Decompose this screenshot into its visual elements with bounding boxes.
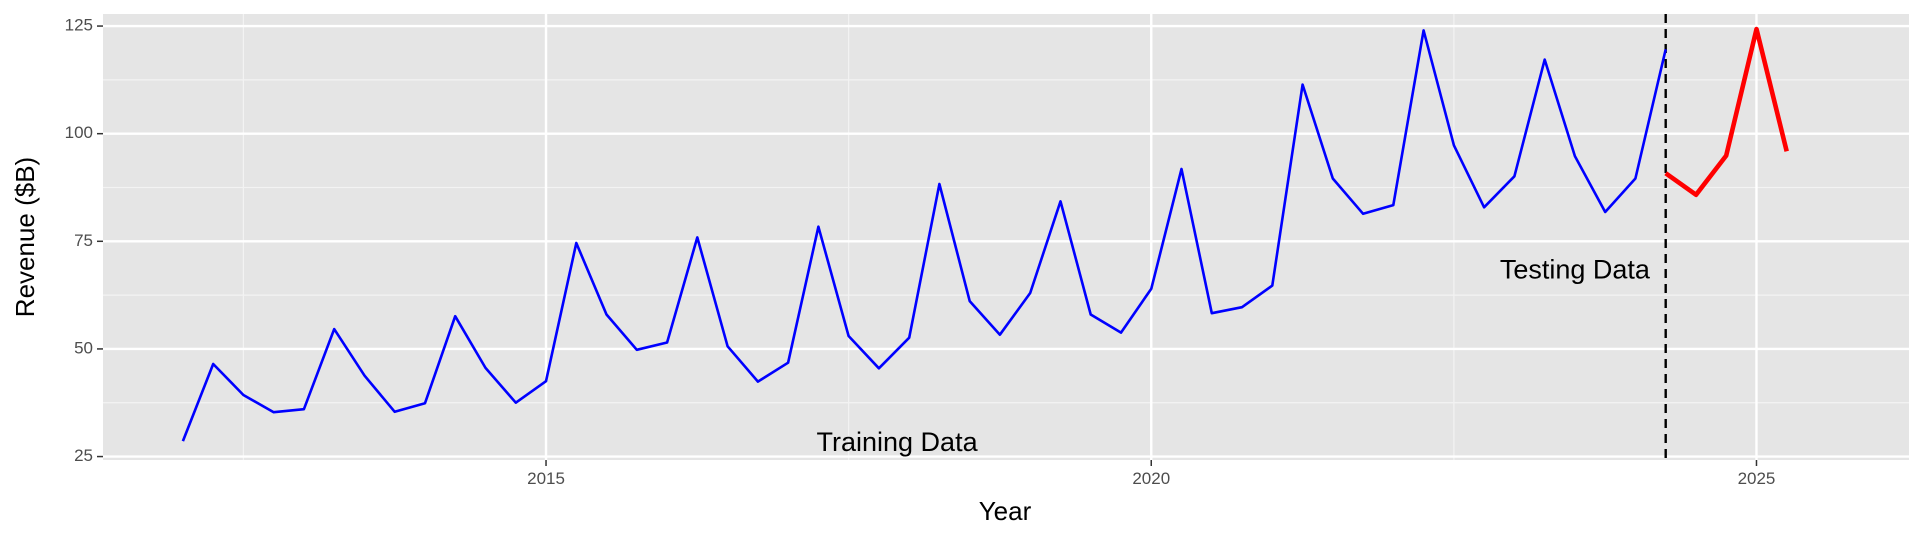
- panel-background: [103, 14, 1909, 460]
- x-tick-label: 2025: [1738, 469, 1776, 488]
- training-data-label: Training Data: [817, 427, 979, 457]
- testing-data-label: Testing Data: [1500, 255, 1651, 285]
- y-tick-label: 75: [74, 231, 93, 250]
- x-tick-label: 2020: [1132, 469, 1170, 488]
- testing-series-line: [1664, 26, 1789, 198]
- training-series-line: [181, 29, 1667, 442]
- y-tick-label: 125: [65, 16, 93, 35]
- grid-lines: [103, 14, 1909, 460]
- x-tick-label: 2015: [527, 469, 565, 488]
- y-tick-label: 100: [65, 123, 93, 142]
- y-tick-label: 50: [74, 338, 93, 357]
- y-axis-title: Revenue ($B): [10, 157, 40, 317]
- annotations: Training Data Testing Data: [817, 255, 1651, 457]
- axes: 25 50 75 100 125 2015 2020 2025: [65, 16, 1776, 488]
- y-tick-label: 25: [74, 446, 93, 465]
- series-lines: [181, 26, 1789, 442]
- x-axis-title: Year: [979, 496, 1032, 526]
